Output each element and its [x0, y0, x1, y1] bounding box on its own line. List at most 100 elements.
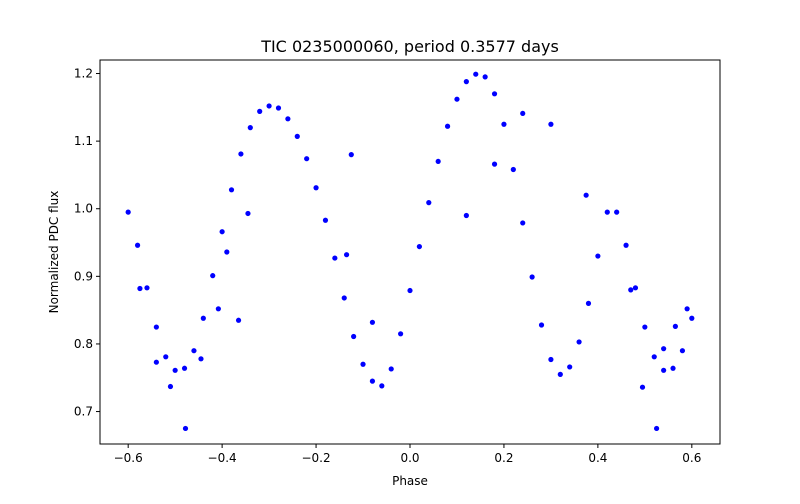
- data-points: [125, 71, 695, 432]
- x-axis-label: Phase: [392, 474, 428, 488]
- data-point: [416, 243, 422, 250]
- x-tick-label: 0.4: [588, 451, 607, 465]
- data-point: [369, 319, 376, 325]
- data-point: [576, 339, 582, 345]
- data-point: [125, 209, 131, 215]
- data-point: [266, 103, 272, 109]
- data-point: [491, 161, 498, 167]
- data-point: [463, 212, 469, 219]
- data-point: [228, 187, 235, 193]
- data-point: [191, 348, 197, 354]
- data-point: [548, 356, 554, 363]
- data-point: [172, 367, 178, 373]
- data-point: [224, 249, 230, 255]
- data-point: [360, 361, 366, 367]
- data-point: [614, 209, 620, 215]
- chart-title: TIC 0235000060, period 0.3577 days: [260, 37, 559, 56]
- y-tick-label: 0.8: [74, 337, 93, 351]
- data-point: [134, 242, 141, 248]
- x-axis-ticks: −0.6 −0.4 −0.2 0.0 0.2 0.4 0.6: [114, 444, 701, 465]
- x-tick-label: −0.4: [208, 451, 237, 465]
- data-point: [473, 71, 479, 77]
- x-tick-label: −0.6: [114, 451, 143, 465]
- data-point: [684, 306, 690, 312]
- data-point: [245, 210, 251, 217]
- data-point: [463, 79, 469, 85]
- data-point: [623, 242, 629, 248]
- data-point: [247, 125, 253, 131]
- data-point: [672, 323, 678, 329]
- data-point: [670, 365, 676, 371]
- data-point: [529, 274, 535, 280]
- x-tick-label: 0.0: [400, 451, 419, 465]
- data-point: [520, 220, 526, 226]
- data-point: [595, 253, 601, 259]
- data-point: [583, 192, 589, 198]
- data-point: [215, 306, 221, 312]
- plot-frame: [99, 59, 721, 445]
- data-point: [557, 371, 563, 377]
- y-tick-label: 1.0: [74, 202, 93, 216]
- data-point: [679, 348, 686, 354]
- data-point: [628, 287, 634, 293]
- data-point: [653, 425, 660, 432]
- data-point: [313, 185, 319, 191]
- data-point: [167, 383, 174, 390]
- data-point: [153, 324, 159, 330]
- data-point: [257, 108, 263, 114]
- data-point: [182, 425, 189, 432]
- x-tick-label: 0.6: [682, 451, 701, 465]
- data-point: [642, 324, 648, 330]
- data-point: [491, 91, 498, 97]
- data-point: [510, 166, 516, 173]
- data-point: [235, 317, 242, 323]
- data-point: [144, 285, 150, 291]
- data-point: [285, 116, 291, 122]
- data-point: [379, 383, 385, 389]
- data-point: [294, 133, 300, 139]
- data-point: [332, 255, 338, 261]
- data-point: [304, 156, 310, 162]
- y-tick-label: 1.2: [74, 67, 93, 81]
- data-point: [137, 285, 143, 292]
- data-point: [407, 287, 413, 294]
- y-axis-ticks: 0.7 0.8 0.9 1.0 1.1 1.2: [74, 67, 100, 419]
- x-tick-label: 0.2: [494, 451, 513, 465]
- data-point: [689, 315, 695, 321]
- data-point: [351, 333, 357, 340]
- data-point: [604, 209, 610, 215]
- data-point: [639, 384, 646, 390]
- data-point: [567, 364, 573, 370]
- y-axis-label: Normalized PDC flux: [47, 191, 61, 314]
- data-point: [343, 252, 350, 258]
- y-tick-label: 0.9: [74, 269, 93, 283]
- data-point: [275, 105, 282, 111]
- data-point: [651, 354, 657, 360]
- data-point: [200, 315, 206, 321]
- data-point: [435, 158, 441, 165]
- data-point: [238, 151, 244, 157]
- data-point: [548, 121, 554, 127]
- data-point: [538, 322, 545, 328]
- data-point: [398, 331, 404, 337]
- data-point: [322, 217, 329, 223]
- data-point: [482, 74, 488, 80]
- data-point: [426, 200, 432, 206]
- data-point: [501, 121, 507, 127]
- data-point: [661, 346, 667, 352]
- y-tick-label: 1.1: [74, 134, 93, 148]
- data-point: [444, 123, 451, 129]
- data-point: [369, 378, 376, 384]
- data-point: [341, 295, 347, 301]
- data-point: [520, 110, 526, 117]
- data-point: [153, 359, 159, 365]
- y-tick-label: 0.7: [74, 405, 93, 419]
- data-point: [181, 365, 188, 371]
- data-point: [163, 354, 169, 360]
- x-tick-label: −0.2: [301, 451, 330, 465]
- data-point: [210, 273, 216, 279]
- data-point: [219, 229, 225, 235]
- data-point: [632, 285, 639, 291]
